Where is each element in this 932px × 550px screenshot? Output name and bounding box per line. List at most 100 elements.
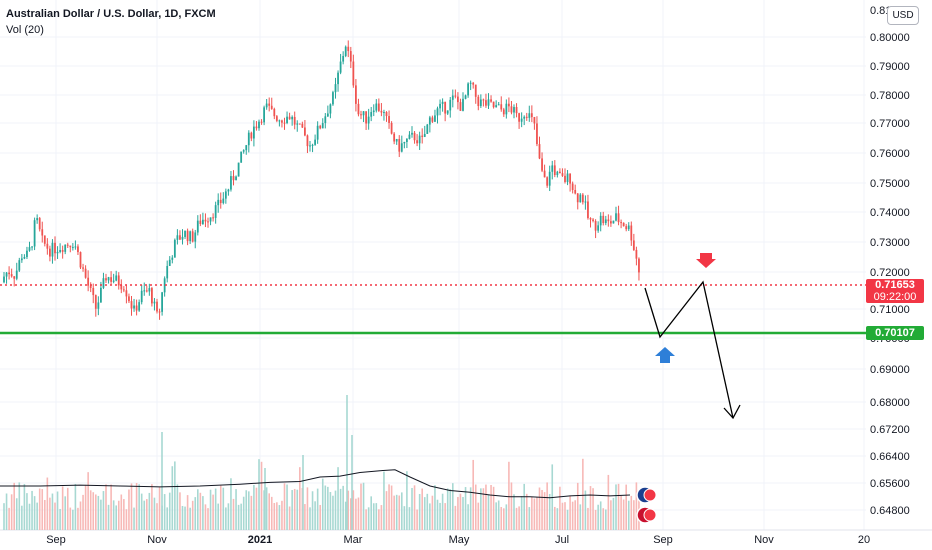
time-tick-label: Mar xyxy=(344,534,363,546)
volume-bar xyxy=(352,490,355,530)
time-tick-label: Nov xyxy=(147,534,167,546)
candle-body xyxy=(293,116,296,125)
candle-body xyxy=(41,229,44,236)
candle-body xyxy=(94,295,97,309)
candle-body xyxy=(344,46,347,56)
volume-bar xyxy=(533,498,536,530)
volume-bar xyxy=(485,484,487,530)
volume-bar xyxy=(385,491,388,530)
candle-body xyxy=(49,248,51,257)
candle-body xyxy=(84,268,87,278)
volume-bar xyxy=(515,507,518,530)
candle-body xyxy=(355,85,357,104)
candle-body xyxy=(615,213,617,221)
candle-body xyxy=(625,226,628,230)
candle-body xyxy=(125,290,128,297)
candle-body xyxy=(385,112,388,117)
last-price-tag: 0.71653 09:22:00 xyxy=(866,279,924,303)
volume-bar xyxy=(337,467,339,530)
volume-bar xyxy=(184,506,186,530)
volume-bar xyxy=(311,491,314,530)
time-tick-label: 20 xyxy=(858,534,870,546)
candle-body xyxy=(311,144,314,146)
candle-body xyxy=(245,145,248,151)
candle-body xyxy=(321,123,324,129)
volume-bar xyxy=(538,487,541,530)
candle-body xyxy=(413,132,416,141)
candle-body xyxy=(105,278,107,281)
candle-body xyxy=(462,98,464,111)
candle-body xyxy=(176,235,179,240)
candle-body xyxy=(581,194,584,203)
candle-body xyxy=(352,61,355,86)
candle-body xyxy=(166,265,169,279)
volume-bar xyxy=(612,497,615,530)
candle-body xyxy=(360,114,362,116)
candle-body xyxy=(270,105,273,109)
candle-body xyxy=(436,108,439,116)
volume-bar xyxy=(31,490,33,530)
volume-bar xyxy=(513,494,515,530)
volume-bar xyxy=(44,499,46,530)
symbol-title[interactable]: Australian Dollar / U.S. Dollar, 1D, FXC… xyxy=(6,8,216,20)
volume-bar xyxy=(510,482,513,530)
volume-bar xyxy=(253,484,255,530)
volume-bar xyxy=(627,500,630,530)
candle-body xyxy=(82,267,84,269)
volume-bar xyxy=(270,496,273,530)
candle-body xyxy=(474,84,477,97)
volume-bar xyxy=(574,500,576,530)
currency-badge[interactable]: USD xyxy=(887,6,919,25)
candle-body xyxy=(541,158,543,171)
volume-bar xyxy=(263,490,265,530)
candle-body xyxy=(268,103,271,106)
volume-bar-spike xyxy=(351,435,353,530)
volume-bar xyxy=(163,494,166,530)
volume-indicator-label[interactable]: Vol (20) xyxy=(6,24,44,36)
candle-body xyxy=(569,173,571,184)
candle-body xyxy=(459,102,462,111)
volume-bar xyxy=(615,484,617,530)
candle-body xyxy=(301,123,304,128)
volume-bar xyxy=(128,489,130,530)
price-tick-label: 0.71000 xyxy=(870,304,910,316)
volume-bar xyxy=(497,500,500,530)
candle-body xyxy=(281,120,283,123)
candle-body xyxy=(319,125,322,129)
volume-bar xyxy=(411,487,413,530)
candle-body xyxy=(604,219,607,224)
candle-body xyxy=(439,103,441,109)
volume-bar xyxy=(464,487,467,530)
volume-bar xyxy=(79,501,82,530)
candle-body xyxy=(530,113,533,118)
candle-body xyxy=(451,95,454,100)
volume-bar xyxy=(64,496,66,530)
volume-bar xyxy=(36,502,38,530)
volume-bar xyxy=(505,504,508,530)
candle-body xyxy=(403,142,406,144)
candle-body xyxy=(309,145,311,147)
volume-bar xyxy=(316,488,319,530)
volume-bar xyxy=(158,487,161,530)
volume-bar xyxy=(179,492,181,530)
candle-body xyxy=(28,247,31,251)
volume-bar xyxy=(82,494,84,530)
candle-body xyxy=(202,219,204,225)
candle-body xyxy=(525,116,528,118)
candle-body xyxy=(247,132,250,146)
volume-bar xyxy=(439,502,441,530)
volume-bar xyxy=(416,509,418,530)
candle-body xyxy=(181,236,184,240)
volume-bar xyxy=(197,489,199,530)
volume-bar xyxy=(605,509,607,530)
candle-body xyxy=(467,83,469,96)
volume-bar xyxy=(370,496,372,530)
volume-bar xyxy=(362,482,365,530)
price-tick-label: 0.77000 xyxy=(870,118,910,130)
candle-body xyxy=(74,246,77,248)
volume-bar xyxy=(406,471,408,530)
volume-bar xyxy=(454,505,457,530)
volume-bar xyxy=(28,503,31,530)
volume-bar xyxy=(556,508,559,530)
